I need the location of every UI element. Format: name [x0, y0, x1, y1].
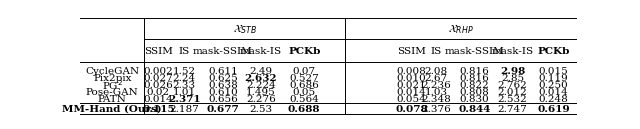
Text: Pix2pix: Pix2pix: [93, 74, 131, 83]
Text: 0.611: 0.611: [208, 67, 237, 76]
Text: 0.054: 0.054: [396, 95, 426, 104]
Text: 0.014: 0.014: [539, 88, 568, 97]
Text: 1.03: 1.03: [424, 88, 448, 97]
Text: 0.822: 0.822: [460, 81, 489, 90]
Text: 2.747: 2.747: [498, 104, 527, 114]
Text: 0.115: 0.115: [142, 104, 175, 114]
Text: 0.619: 0.619: [538, 104, 570, 114]
Text: 1.01: 1.01: [173, 88, 196, 97]
Text: IS: IS: [431, 47, 442, 56]
Text: PATN: PATN: [98, 95, 127, 104]
Text: 0.250: 0.250: [539, 81, 568, 90]
Text: 0.021: 0.021: [396, 81, 426, 90]
Text: 2.632: 2.632: [244, 74, 277, 83]
Text: IS: IS: [179, 47, 190, 56]
Text: 0.688: 0.688: [288, 104, 321, 114]
Text: 0.625: 0.625: [208, 74, 237, 83]
Text: 0.05: 0.05: [292, 88, 316, 97]
Text: 0.008: 0.008: [396, 67, 426, 76]
Text: 0.830: 0.830: [460, 95, 489, 104]
Text: SSIM: SSIM: [144, 47, 173, 56]
Text: 0.02: 0.02: [147, 88, 170, 97]
Text: 0.015: 0.015: [539, 67, 568, 76]
Text: 2.85: 2.85: [501, 74, 524, 83]
Text: 0.564: 0.564: [289, 95, 319, 104]
Text: CycleGAN: CycleGAN: [85, 67, 140, 76]
Text: mask-SSIM: mask-SSIM: [444, 47, 504, 56]
Text: 2.371: 2.371: [168, 95, 200, 104]
Text: 2.762: 2.762: [498, 81, 527, 90]
Text: 2.53: 2.53: [250, 104, 273, 114]
Text: 2.376: 2.376: [421, 104, 451, 114]
Text: 0.027: 0.027: [143, 74, 173, 83]
Text: 0.656: 0.656: [208, 95, 237, 104]
Text: 2.187: 2.187: [170, 104, 199, 114]
Text: 0.808: 0.808: [460, 88, 489, 97]
Text: 2.49: 2.49: [250, 67, 273, 76]
Text: PCKb: PCKb: [538, 47, 570, 56]
Text: 2.67: 2.67: [424, 74, 448, 83]
Text: MM-Hand (Ours): MM-Hand (Ours): [63, 104, 162, 114]
Text: 0.610: 0.610: [208, 88, 237, 97]
Text: 2.08: 2.08: [424, 67, 448, 76]
Text: 0.07: 0.07: [292, 67, 316, 76]
Text: 2.532: 2.532: [498, 95, 527, 104]
Text: 0.014: 0.014: [143, 95, 173, 104]
Text: 0.078: 0.078: [395, 104, 428, 114]
Text: 0.638: 0.638: [208, 81, 237, 90]
Text: 0.002: 0.002: [143, 67, 173, 76]
Text: 2.012: 2.012: [498, 88, 527, 97]
Text: SSIM: SSIM: [397, 47, 426, 56]
Text: 1.495: 1.495: [246, 88, 276, 97]
Text: 2.24: 2.24: [173, 74, 196, 83]
Text: 2.224: 2.224: [246, 81, 276, 90]
Text: 0.248: 0.248: [539, 95, 568, 104]
Text: 0.010: 0.010: [396, 74, 426, 83]
Text: 2.33: 2.33: [173, 81, 196, 90]
Text: 0.816: 0.816: [460, 67, 489, 76]
Text: PCKb: PCKb: [288, 47, 321, 56]
Text: 2.236: 2.236: [421, 81, 451, 90]
Text: 0.844: 0.844: [458, 104, 490, 114]
Text: mask-IS: mask-IS: [492, 47, 534, 56]
Text: 0.677: 0.677: [207, 104, 239, 114]
Text: $\mathcal{X}_{STB}$: $\mathcal{X}_{STB}$: [233, 22, 257, 36]
Text: 2.98: 2.98: [500, 67, 525, 76]
Text: 2.348: 2.348: [421, 95, 451, 104]
Text: mask-IS: mask-IS: [240, 47, 282, 56]
Text: 0.686: 0.686: [289, 81, 319, 90]
Text: $\mathcal{X}_{RHP}$: $\mathcal{X}_{RHP}$: [448, 22, 474, 36]
Text: 0.527: 0.527: [289, 74, 319, 83]
Text: 2.276: 2.276: [246, 95, 276, 104]
Text: PG$^2$: PG$^2$: [102, 79, 123, 92]
Text: 0.026: 0.026: [143, 81, 173, 90]
Text: 0.014: 0.014: [396, 88, 426, 97]
Text: Pose-GAN: Pose-GAN: [86, 88, 139, 97]
Text: mask-SSIM: mask-SSIM: [193, 47, 253, 56]
Text: 0.119: 0.119: [539, 74, 568, 83]
Text: 0.816: 0.816: [460, 74, 489, 83]
Text: 1.52: 1.52: [173, 67, 196, 76]
